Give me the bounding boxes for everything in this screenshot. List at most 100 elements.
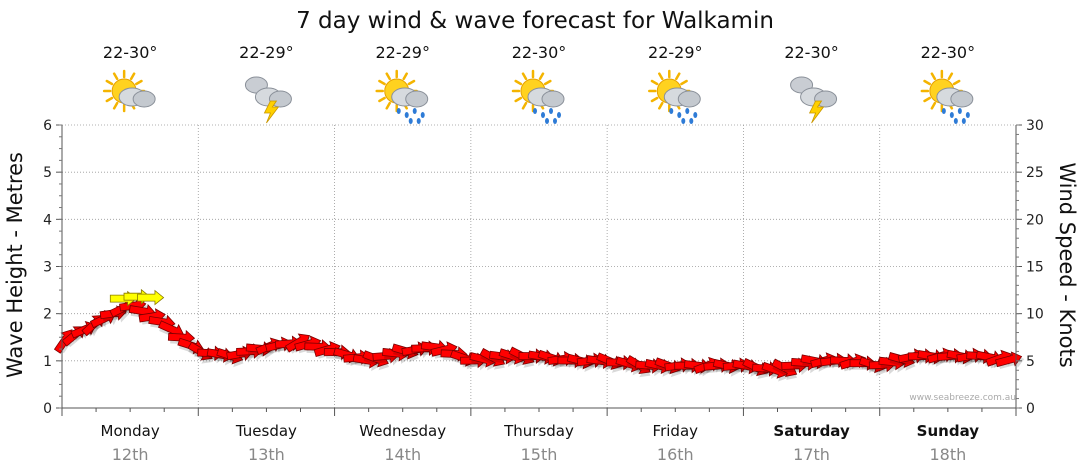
sun-ray — [930, 101, 937, 110]
temperature-label: 22-30° — [512, 43, 567, 62]
y-tick-label: 6 — [43, 118, 52, 134]
rain-drop — [953, 118, 958, 124]
sun-ray — [112, 101, 119, 110]
y2-tick-label: 10 — [1026, 307, 1044, 323]
y-tick-label: 0 — [43, 401, 52, 417]
day-date-label: 12th — [112, 445, 149, 464]
sun-ray — [385, 101, 391, 110]
temperature-label: 22-29° — [239, 43, 294, 62]
cloud-puff — [950, 90, 974, 108]
sun-ray — [952, 79, 961, 86]
cloud-puff — [132, 90, 156, 108]
rain-drop — [961, 118, 966, 124]
sun-ray — [538, 72, 545, 81]
day-date-label: 15th — [521, 445, 558, 464]
rain-drop — [549, 108, 553, 114]
rain-drop — [396, 108, 401, 114]
sun-ray — [650, 96, 659, 103]
sun-ray — [407, 79, 416, 86]
sun-ray — [947, 72, 954, 81]
y-axis-title-right: Wind Speed - Knots — [1055, 162, 1079, 367]
y-tick-label: 1 — [43, 354, 52, 370]
day-date-label: 14th — [384, 445, 421, 464]
day-date-label: 16th — [657, 445, 694, 464]
partly-cloudy-icon — [102, 69, 156, 113]
rain-drop — [693, 112, 698, 118]
rain-drop — [965, 112, 970, 118]
day-name-label: Wednesday — [359, 422, 446, 440]
sun-ray — [105, 79, 114, 86]
rain-drop — [533, 108, 537, 114]
y-tick-label: 2 — [43, 307, 52, 323]
day-name-label: Friday — [653, 422, 699, 440]
cloud-puff — [541, 90, 565, 108]
cloud-puff — [677, 90, 701, 108]
sun-ray — [521, 101, 528, 110]
sun-ray — [112, 72, 119, 81]
y2-tick-label: 15 — [1026, 260, 1044, 276]
y-axis-title-left: Wave Height - Metres — [3, 152, 27, 378]
sun-ray — [514, 96, 523, 103]
rain-drop — [420, 112, 425, 118]
lightning-bolt — [263, 100, 280, 124]
sun-ray — [923, 79, 931, 86]
rain-drop — [677, 112, 682, 118]
axis-layer: 0 1 2 3 4 5 6 0 5 10 15 20 25 30 — [43, 118, 1044, 417]
sun-ray — [378, 79, 386, 86]
sun-ray — [521, 72, 528, 81]
sun-ray — [923, 96, 931, 103]
rain-drop — [689, 118, 694, 124]
day-date-label: 13th — [248, 445, 285, 464]
rain-drop — [541, 112, 545, 118]
day-name-label: Sunday — [917, 422, 980, 440]
rain-drop — [416, 118, 421, 124]
day-labels: Monday 12th Tuesday 13th Wednesday 14th Thursd… — [101, 422, 980, 464]
rain-drop — [685, 108, 690, 114]
day-date-label: 18th — [929, 445, 966, 464]
y-tick-label: 4 — [43, 212, 52, 228]
grid-layer — [62, 124, 1016, 408]
sun-ray — [129, 72, 136, 81]
sun-ray — [402, 72, 408, 81]
day-name-label: Monday — [101, 422, 160, 440]
y2-tick-label: 25 — [1026, 165, 1044, 181]
cloud-puff — [405, 90, 429, 108]
sun-ray — [675, 72, 681, 81]
day-date-label: 17th — [793, 445, 830, 464]
y2-tick-label: 5 — [1026, 354, 1035, 370]
sun-ray — [378, 96, 386, 103]
sun-ray — [658, 101, 664, 110]
y2-tick-label: 20 — [1026, 212, 1044, 228]
rain-drop — [941, 108, 946, 114]
storm-icon — [790, 76, 838, 124]
chart-title: 7 day wind & wave forecast for Walkamin — [296, 8, 774, 34]
rain-drop — [949, 112, 954, 118]
sun-ray — [680, 79, 688, 86]
sun-ray — [650, 79, 659, 86]
rain-drop — [557, 112, 561, 118]
sun-ray — [385, 72, 391, 81]
sun-showers-icon — [920, 69, 974, 124]
sun-ray — [543, 79, 552, 86]
rain-drop — [553, 118, 557, 124]
rain-drop — [404, 112, 409, 118]
y2-tick-label: 0 — [1026, 401, 1035, 417]
day-name-label: Saturday — [773, 422, 850, 440]
y-tick-label: 3 — [43, 260, 52, 276]
temperature-label: 22-30° — [103, 43, 158, 62]
sun-ray — [105, 96, 114, 103]
sun-ray — [514, 79, 523, 86]
rain-drop — [545, 118, 549, 124]
storm-icon — [244, 76, 292, 124]
wind-arrow-highlight — [137, 289, 165, 306]
wind-arrow-highlight-shape — [137, 289, 165, 306]
sun-showers-icon — [375, 69, 429, 124]
y-tick-label: 5 — [43, 165, 52, 181]
forecast-header: 22-30° 22-29° 22-29° 22-30° 22-29° 22-30° 22-3… — [102, 43, 975, 124]
credit-text: www.seabreeze.com.au — [909, 393, 1016, 403]
sun-showers-icon — [648, 69, 701, 124]
lightning-bolt — [808, 100, 825, 124]
temperature-label: 22-29° — [375, 43, 430, 62]
